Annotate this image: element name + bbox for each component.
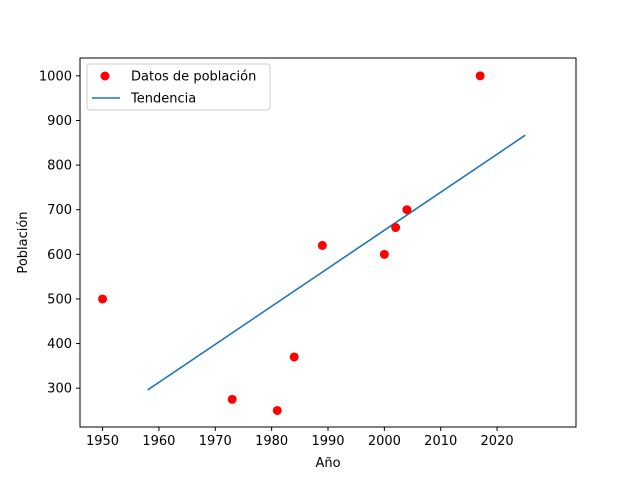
y-tick-label: 400 [47,337,72,352]
y-tick-label: 700 [47,203,72,218]
x-tick-label: 1980 [255,434,288,449]
legend-label: Tendencia [130,92,196,107]
legend-box [86,63,271,111]
trend-line [147,134,526,391]
x-axis-title: Año [315,456,340,471]
data-point-8 [402,205,412,215]
y-tick-label: 800 [47,159,72,174]
legend: Datos de población Tendencia [86,63,271,111]
x-tick-label: 2020 [481,434,514,449]
x-tick-label: 1970 [199,434,232,449]
data-point-7 [391,223,401,233]
data-point-9 [475,71,485,81]
data-point-4 [289,352,299,362]
x-tick-label: 1960 [142,434,175,449]
data-point-2 [227,394,237,404]
legend-label: Datos de población [131,70,256,85]
plot-layer [98,71,526,415]
x-tick-label: 2010 [424,434,457,449]
data-point-3 [272,405,282,415]
y-tick-label: 900 [47,114,72,129]
x-tick-label: 2000 [368,434,401,449]
x-tick-label: 1990 [311,434,344,449]
data-point-1 [98,294,108,304]
y-tick-label: 500 [47,292,72,307]
y-tick-label: 300 [47,382,72,397]
y-axis-title: Población [16,211,31,273]
data-point-6 [379,249,389,259]
data-point-5 [317,240,327,250]
x-tick-label: 1950 [86,434,119,449]
y-tick-label: 600 [47,248,72,263]
legend-marker-scatter [100,71,110,81]
y-tick-label: 1000 [39,69,72,84]
axes-layer: 1950 1960 1970 1980 1990 2000 2010 2020 300 400 50… [39,57,577,449]
